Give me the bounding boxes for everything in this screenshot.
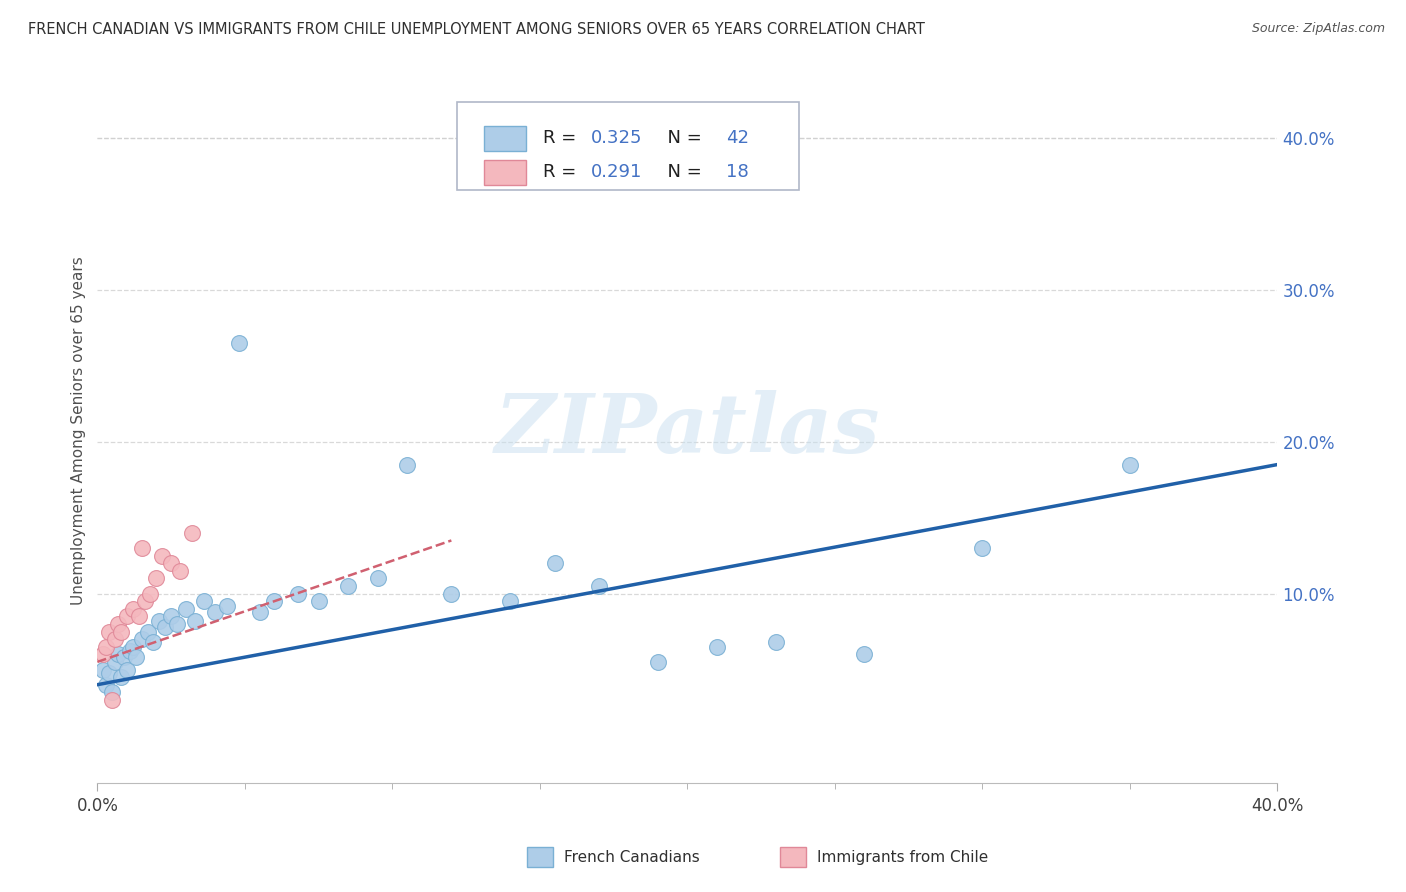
Point [193,594,215,608]
Point [104,632,127,647]
Point [131,541,153,555]
Point [499,594,522,608]
Point [440,586,463,600]
Point [134,594,156,608]
Point [148,614,170,628]
Point [308,594,330,608]
Point [228,336,250,351]
Point [249,605,271,619]
Point [263,594,285,608]
Text: Source: ZipAtlas.com: Source: ZipAtlas.com [1251,22,1385,36]
Point [169,564,191,578]
Text: N =: N = [655,163,707,181]
Bar [485,126,526,151]
Bar [485,160,526,185]
Point [96,678,118,692]
Point [765,635,787,649]
Text: French Canadians: French Canadians [564,850,700,864]
Point [180,525,202,540]
Text: 18: 18 [727,163,749,181]
Point [107,617,129,632]
Point [1119,458,1142,472]
Text: FRENCH CANADIAN VS IMMIGRANTS FROM CHILE UNEMPLOYMENT AMONG SENIORS OVER 65 YEAR: FRENCH CANADIAN VS IMMIGRANTS FROM CHILE… [28,22,925,37]
Point [174,601,197,615]
Point [131,632,153,647]
Point [91,648,114,662]
Point [183,614,205,628]
Text: 0.291: 0.291 [591,163,643,181]
Point [543,556,565,570]
Point [367,571,389,585]
Point [96,640,118,654]
Text: ZIPatlas: ZIPatlas [495,391,880,470]
Point [104,655,127,669]
Point [706,640,728,654]
FancyBboxPatch shape [457,103,800,190]
Text: 0.325: 0.325 [591,129,643,147]
Point [98,665,121,680]
Point [91,663,114,677]
Point [166,617,188,632]
Point [150,549,173,563]
Point [107,648,129,662]
Point [145,571,167,585]
Text: Immigrants from Chile: Immigrants from Chile [817,850,988,864]
Point [121,601,143,615]
Point [115,609,138,624]
Point [115,663,138,677]
Y-axis label: Unemployment Among Seniors over 65 years: Unemployment Among Seniors over 65 years [72,256,86,605]
Point [125,650,148,665]
Text: 42: 42 [727,129,749,147]
Point [217,599,239,613]
Point [110,670,132,684]
Point [128,609,150,624]
Point [160,556,183,570]
Point [153,620,176,634]
Point [118,644,141,658]
Point [287,586,309,600]
Point [853,648,876,662]
Point [101,685,124,699]
Point [142,635,165,649]
Point [396,458,419,472]
Point [101,693,124,707]
Point [647,655,669,669]
Text: R =: R = [543,129,582,147]
Point [160,609,183,624]
Point [112,650,135,665]
Point [98,624,121,639]
Point [972,541,994,555]
Point [110,624,132,639]
Text: R =: R = [543,163,582,181]
Point [588,579,610,593]
Point [121,640,143,654]
Text: N =: N = [655,129,707,147]
Point [136,624,159,639]
Point [337,579,360,593]
Point [139,586,162,600]
Point [204,605,226,619]
